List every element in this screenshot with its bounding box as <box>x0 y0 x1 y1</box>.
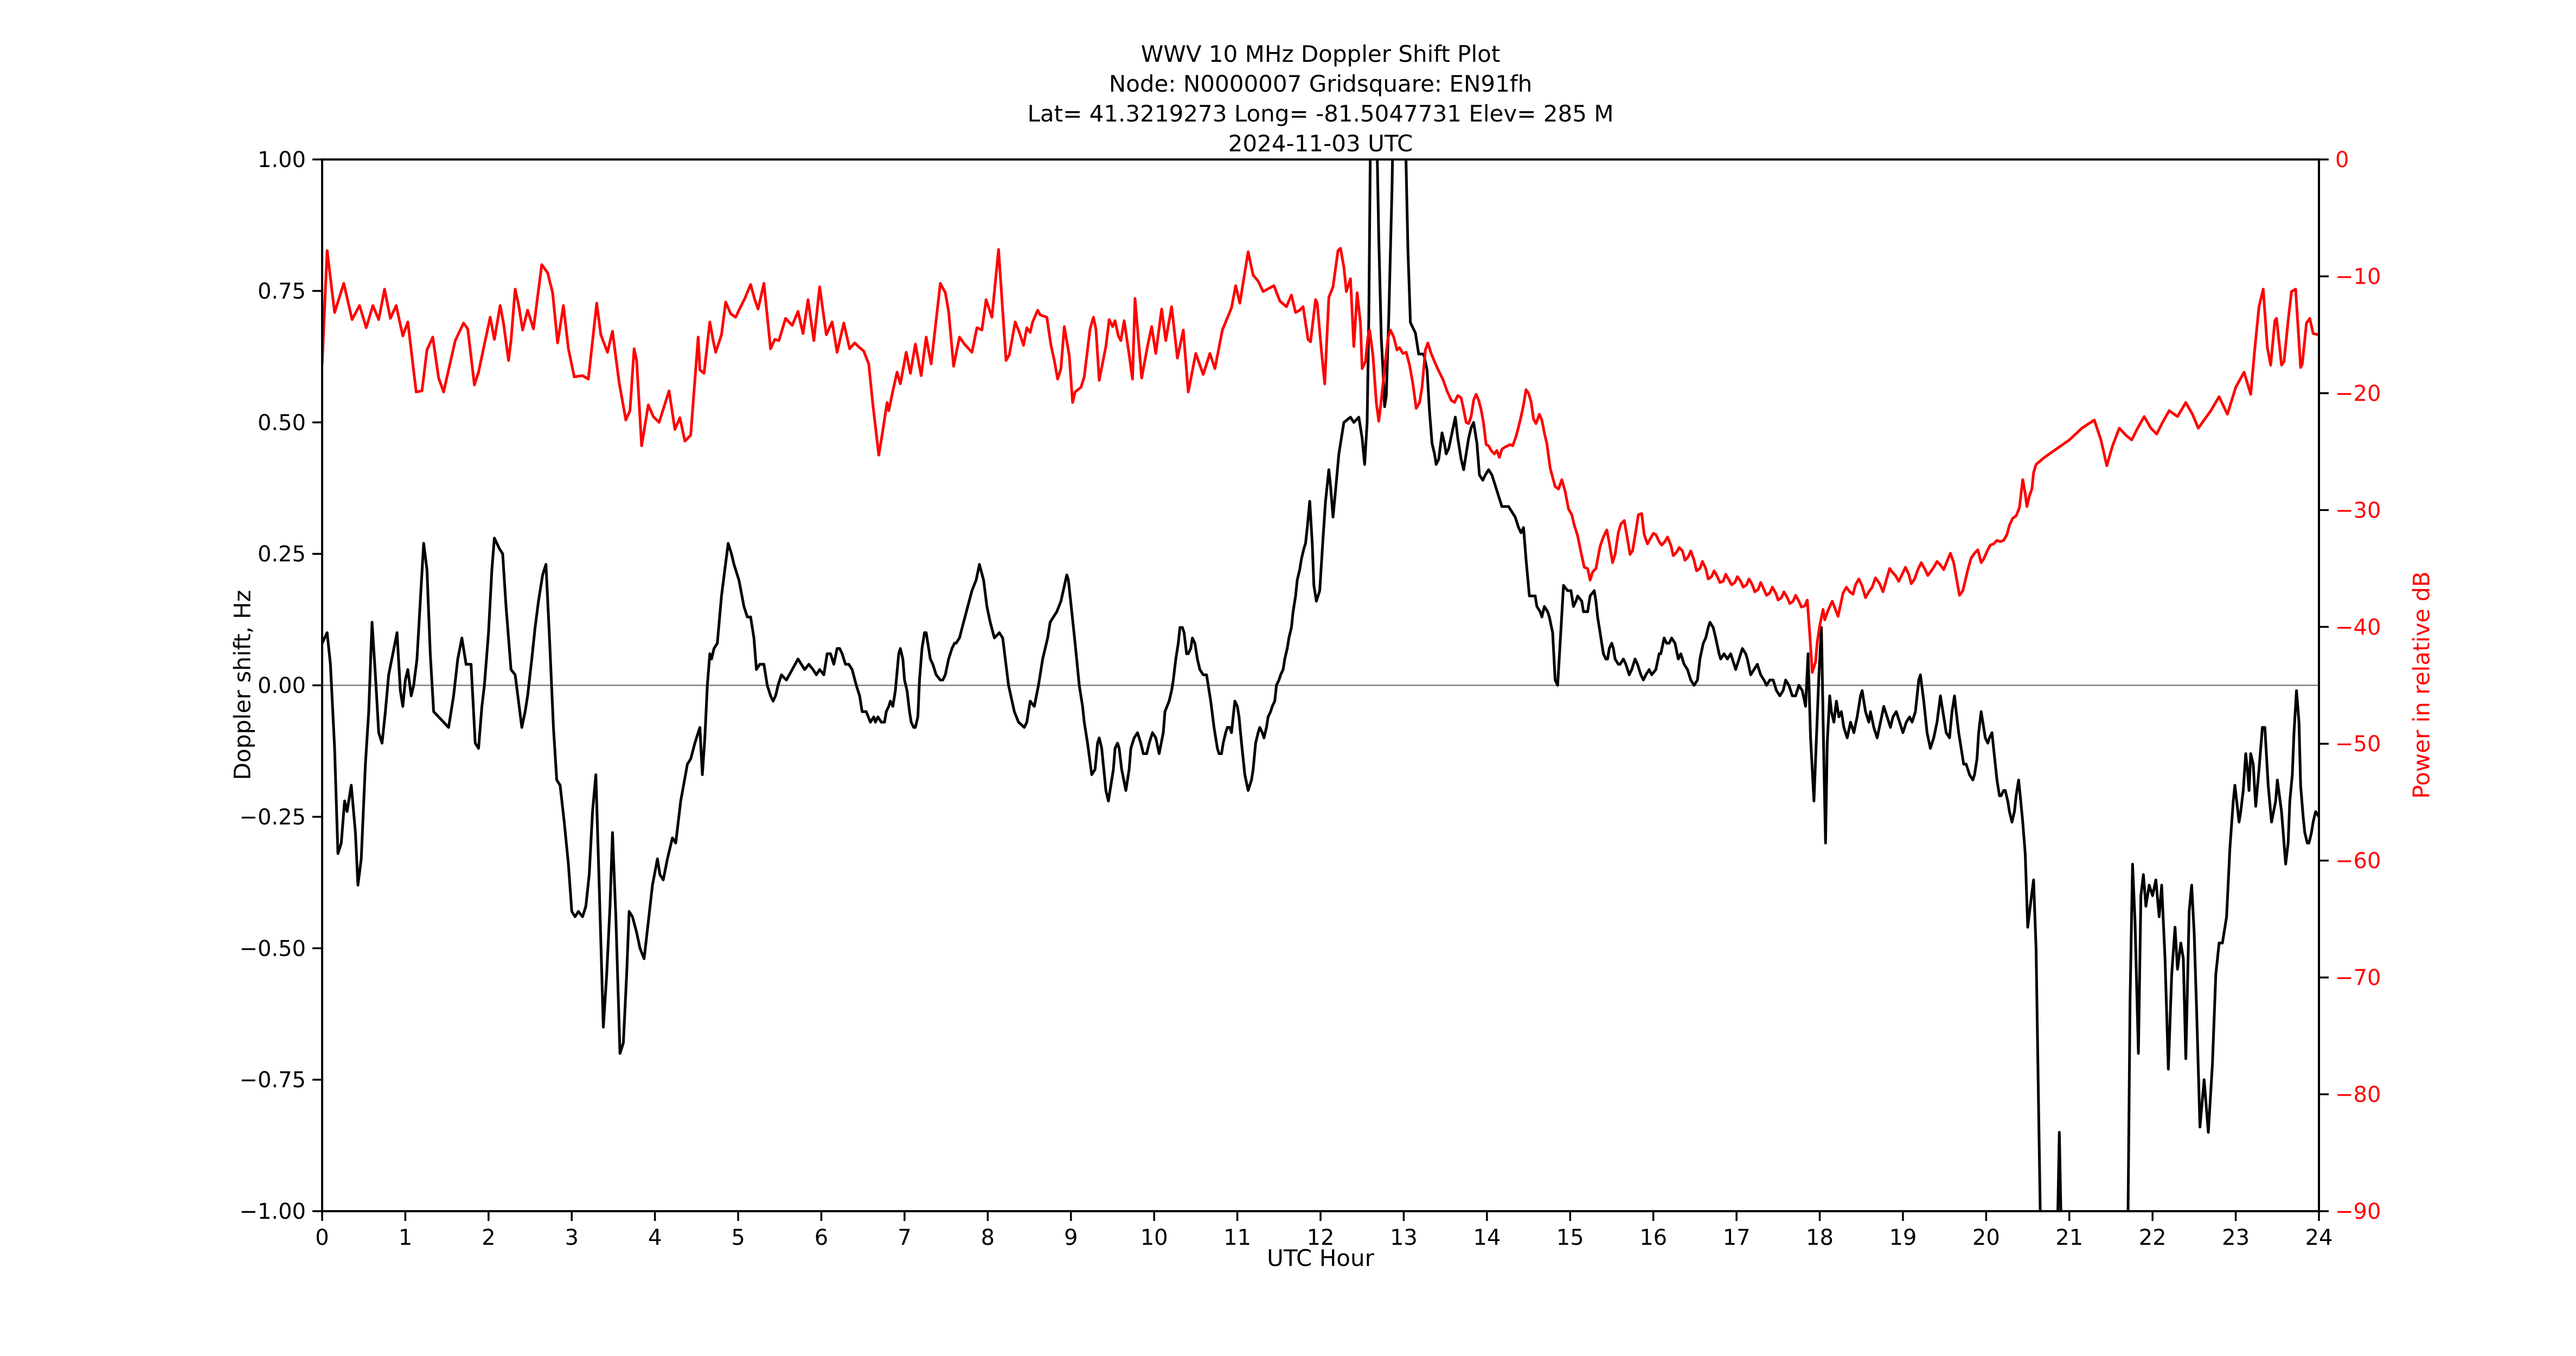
y-right-tick-label: −40 <box>2335 615 2381 640</box>
y-left-tick-label: 0.00 <box>258 674 306 699</box>
x-tick-label: 6 <box>815 1225 828 1250</box>
y-left-tick-label: −0.25 <box>239 805 306 830</box>
y-left-tick-label: 0.25 <box>258 542 306 567</box>
x-tick-label: 9 <box>1064 1225 1078 1250</box>
y-left-tick-label: 0.75 <box>258 279 306 304</box>
x-tick-label: 1 <box>399 1225 412 1250</box>
chart-subtitle-date: 2024-11-03 UTC <box>1228 130 1413 157</box>
x-tick-label: 19 <box>1889 1225 1917 1250</box>
chart-title-block: WWV 10 MHz Doppler Shift Plot Node: N000… <box>1027 39 1613 158</box>
y-left-tick-label: 0.50 <box>258 411 306 436</box>
x-tick-label: 4 <box>648 1225 662 1250</box>
y-right-tick-label: −80 <box>2335 1083 2381 1108</box>
x-tick-label: 24 <box>2305 1225 2333 1250</box>
y-right-tick-label: −20 <box>2335 381 2381 406</box>
x-tick-label: 12 <box>1307 1225 1335 1250</box>
y-right-tick-label: −10 <box>2335 264 2381 289</box>
x-tick-label: 22 <box>2139 1225 2167 1250</box>
x-tick-label: 20 <box>1972 1225 2000 1250</box>
x-tick-label: 10 <box>1140 1225 1168 1250</box>
power-line <box>322 247 2319 674</box>
x-tick-label: 15 <box>1556 1225 1584 1250</box>
x-tick-label: 14 <box>1473 1225 1501 1250</box>
x-tick-label: 13 <box>1390 1225 1418 1250</box>
x-tick-label: 21 <box>2055 1225 2083 1250</box>
chart-title: WWV 10 MHz Doppler Shift Plot <box>1140 41 1501 67</box>
y-axis-title-right: Power in relative dB <box>2408 571 2435 799</box>
y-left-tick-label: 1.00 <box>258 148 306 172</box>
x-tick-label: 0 <box>315 1225 329 1250</box>
x-tick-label: 11 <box>1223 1225 1251 1250</box>
x-tick-label: 17 <box>1723 1225 1751 1250</box>
y-left-tick-label: −0.75 <box>239 1068 306 1093</box>
x-tick-label: 16 <box>1639 1225 1667 1250</box>
y-right-tick-label: −70 <box>2335 965 2381 990</box>
x-tick-label: 8 <box>981 1225 995 1250</box>
x-axis-title: UTC Hour <box>1267 1245 1374 1271</box>
y-right-tick-label: −60 <box>2335 849 2381 874</box>
doppler-shift-line <box>322 159 2319 1211</box>
y-left-tick-label: −1.00 <box>239 1199 306 1224</box>
y-right-tick-label: −30 <box>2335 498 2381 523</box>
x-tick-label: 3 <box>565 1225 579 1250</box>
x-tick-label: 23 <box>2222 1225 2250 1250</box>
x-tick-label: 7 <box>898 1225 911 1250</box>
y-right-tick-label: 0 <box>2335 148 2349 172</box>
y-axis-title-left: Doppler shift, Hz <box>229 590 256 781</box>
y-right-tick-label: −50 <box>2335 732 2381 757</box>
x-tick-label: 18 <box>1806 1225 1834 1250</box>
x-tick-label: 2 <box>482 1225 495 1250</box>
x-tick-label: 5 <box>731 1225 745 1250</box>
chart-subtitle-node-gridsquare: Node: N0000007 Gridsquare: EN91fh <box>1108 71 1533 97</box>
chart-subtitle-lat-long-elev: Lat= 41.3219273 Long= -81.5047731 Elev= … <box>1027 100 1614 127</box>
y-right-tick-label: −90 <box>2335 1199 2381 1224</box>
y-left-tick-label: −0.50 <box>239 936 306 961</box>
